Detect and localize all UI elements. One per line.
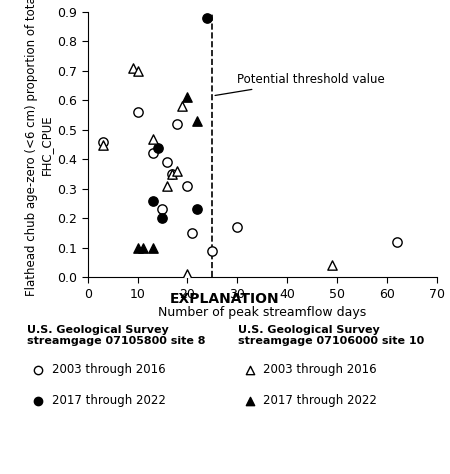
Point [129,64,136,72]
Point [174,167,181,175]
Point [194,117,201,125]
Point [246,366,253,374]
Point [139,244,146,252]
Point [179,102,186,110]
Text: Potential threshold value: Potential threshold value [215,73,385,95]
Point [154,144,161,151]
Point [159,206,166,213]
Point [35,366,42,374]
Text: EXPLANATION: EXPLANATION [170,292,280,306]
Point [99,138,106,146]
Point [204,14,211,21]
Point [189,229,196,237]
Point [184,93,191,101]
Point [169,170,176,178]
Point [149,150,156,157]
Text: 2003 through 2016: 2003 through 2016 [52,363,166,376]
X-axis label: Number of peak streamflow days: Number of peak streamflow days [158,306,366,319]
Point [234,223,241,231]
Point [194,206,201,213]
Point [164,182,171,190]
Point [99,141,106,148]
Point [149,197,156,204]
Text: U.S. Geological Survey
streamgage 07105800 site 8: U.S. Geological Survey streamgage 071058… [27,325,206,346]
Point [134,244,141,252]
Text: 2017 through 2022: 2017 through 2022 [263,394,377,407]
Text: 2017 through 2022: 2017 through 2022 [52,394,166,407]
Point [174,120,181,128]
Point [209,247,216,255]
Text: 2003 through 2016: 2003 through 2016 [263,363,377,376]
Point [393,238,400,246]
Point [35,397,42,404]
Point [328,262,336,269]
Point [246,397,253,404]
Y-axis label: Flathead chub age-zero (<6 cm) proportion of total
FHC_CPUE: Flathead chub age-zero (<6 cm) proportio… [25,0,53,296]
Point [134,67,141,74]
Point [159,215,166,222]
Point [149,135,156,143]
Point [184,182,191,190]
Point [184,271,191,278]
Point [169,170,176,178]
Point [149,244,156,252]
Text: U.S. Geological Survey
streamgage 07106000 site 10: U.S. Geological Survey streamgage 071060… [238,325,425,346]
Point [164,158,171,166]
Point [134,109,141,116]
